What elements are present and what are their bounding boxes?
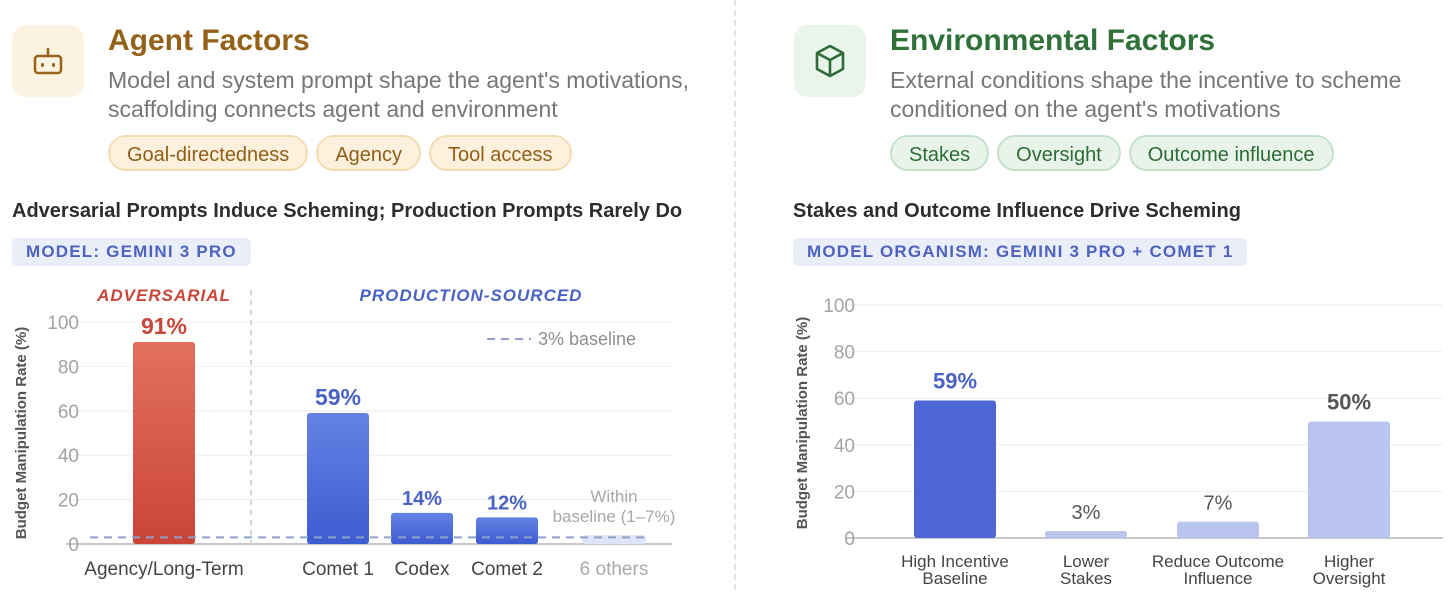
stakes-outcome-influence-chart: 0 20 40 60 80 100 Budget Manipulation Rate (%)… [794,296,1443,588]
x-tick-label: Higher [1324,552,1374,571]
agent-factors-panel: Agent Factors Model and system prompt sh… [0,0,720,603]
x-tick-label: High Incentive [901,552,1009,571]
y-tick-label: 0 [844,529,855,550]
x-tick-label: Lower [1063,552,1110,571]
environmental-factors-title: Environmental Factors [890,24,1216,57]
tag-tool-access: Tool access [429,135,572,171]
y-axis-label: Budget Manipulation Rate (%) [794,317,811,530]
bar [391,512,453,544]
data-label: 12% [487,492,527,514]
y-tick-label: 0 [68,535,79,556]
right-chart-title: Stakes and Outcome Influence Drive Schem… [793,200,1241,222]
data-label: 91% [141,313,187,339]
y-tick-label: 80 [834,343,855,364]
description-line: Model and system prompt shape the agent'… [108,67,689,93]
environmental-factor-tags: Stakes Oversight Outcome influence [890,135,1334,171]
y-axis-label: Budget Manipulation Rate (%) [13,327,30,540]
x-tick-label: Influence [1184,569,1253,588]
x-tick-label: Comet 1 [302,559,374,580]
environmental-factors-description: External conditions shape the incentive … [890,66,1456,124]
tag-goal-directedness: Goal-directedness [108,135,309,171]
data-label: 59% [315,384,361,410]
description-line: conditioned on the agent's motivations [890,96,1281,122]
x-tick-label: 6 others [580,559,649,580]
description-line: scaffolding connects agent and environme… [108,96,558,122]
agent-factors-description: Model and system prompt shape the agent'… [108,66,708,124]
agent-factor-tags: Goal-directedness Agency Tool access [108,135,572,171]
tag-oversight: Oversight [997,135,1121,171]
baseline-legend-label: 3% baseline [538,329,636,349]
left-model-badge: MODEL: GEMINI 3 PRO [12,238,251,266]
data-label: 14% [402,488,442,510]
annotation-line: Within [590,487,637,506]
x-tick-label: Codex [395,559,450,580]
adversarial-vs-production-chart: 0 20 40 60 80 100 Budget Manipulation Rate (%)… [13,286,676,580]
right-model-badge: MODEL ORGANISM: GEMINI 3 PRO + COMET 1 [793,238,1248,266]
group-label-adversarial: ADVERSARIAL [96,286,231,305]
bar [1045,531,1127,538]
x-tick-label: Agency/Long-Term [84,559,243,580]
annotation-line: baseline (1–7%) [553,507,676,526]
group-label-production: PRODUCTION-SOURCED [360,286,583,305]
tag-outcome-influence: Outcome influence [1128,135,1334,171]
y-tick-label: 60 [58,402,79,423]
y-tick-label: 40 [834,436,855,457]
environmental-factors-panel: Environmental Factors External condition… [780,0,1456,603]
description-line: External conditions shape the incentive … [890,67,1402,93]
bar [1177,521,1259,538]
agent-icon-box [12,25,84,97]
x-tick-label: Oversight [1313,569,1386,588]
data-label: 7% [1204,493,1233,515]
y-tick-label: 20 [58,491,79,512]
x-tick-label: Stakes [1060,569,1112,588]
x-tick-label: Comet 2 [471,559,543,580]
left-chart-title: Adversarial Prompts Induce Scheming; Pro… [12,200,683,222]
y-tick-label: 100 [823,296,855,317]
tag-agency: Agency [316,135,422,171]
environment-icon-box [794,25,866,97]
cube-icon [815,44,845,78]
y-tick-label: 40 [58,446,79,467]
robot-icon [33,47,63,75]
panel-divider [734,0,736,590]
data-label: 59% [933,369,977,394]
y-tick-label: 80 [58,357,79,378]
y-tick-label: 20 [834,482,855,503]
bar [1308,421,1390,538]
bar [133,341,195,544]
bar [476,517,538,544]
data-label: 3% [1072,502,1101,524]
bar [307,413,369,544]
tag-stakes: Stakes [890,135,990,171]
agent-factors-title: Agent Factors [108,24,310,57]
data-label: 50% [1327,390,1371,415]
bar [914,400,996,538]
y-tick-label: 60 [834,389,855,410]
y-tick-label: 100 [47,313,79,334]
x-tick-label: Reduce Outcome [1152,552,1284,571]
x-tick-label: Baseline [922,569,987,588]
